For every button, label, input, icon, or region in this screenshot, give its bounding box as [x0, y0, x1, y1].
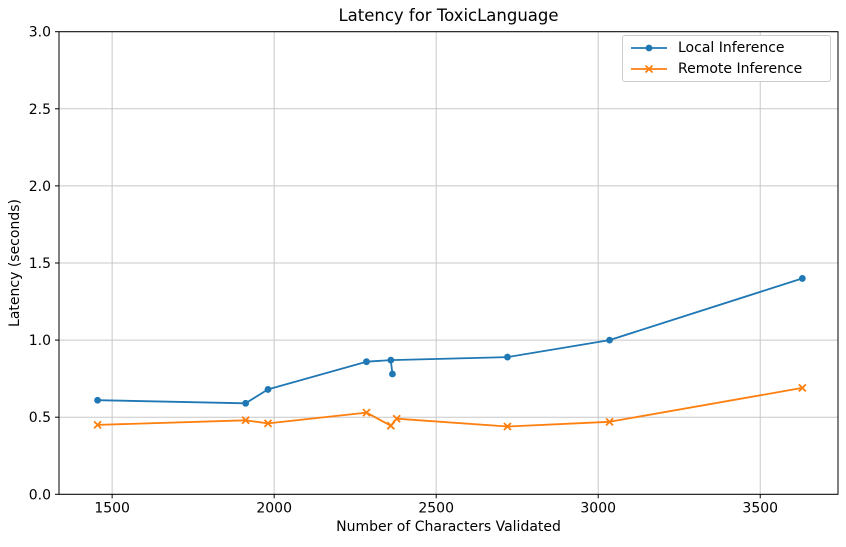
data-point-marker-circle — [798, 275, 806, 282]
remote-inference-line-marker-icon — [631, 64, 667, 73]
legend-label-local-inference: Local Inference — [678, 40, 785, 57]
x-axis-label: Number of Characters Validated — [336, 519, 561, 535]
data-point-marker-circle — [387, 356, 395, 364]
legend-label-remote-inference: Remote Inference — [678, 60, 803, 77]
data-point-marker-x — [798, 383, 807, 393]
data-point-marker-circle — [242, 399, 250, 407]
chart-title: Latency for ToxicLanguage — [338, 6, 559, 25]
y-tick-label: 3.0 — [29, 25, 51, 41]
y-tick-label: 0.5 — [29, 410, 51, 426]
legend: Local Inference Remote Inference — [622, 35, 831, 82]
data-point-marker-x — [362, 408, 371, 417]
local-inference-line-marker-icon — [631, 44, 667, 52]
data-point-marker-x — [241, 416, 250, 425]
data-point-marker-x — [386, 421, 395, 430]
data-point-marker-x — [605, 417, 614, 426]
data-point-marker-circle — [389, 370, 396, 378]
y-axis-label: Latency (seconds) — [7, 199, 23, 327]
y-tick-label: 1.0 — [29, 333, 51, 349]
x-tick-label: 3000 — [580, 500, 616, 516]
data-point-marker-x — [263, 419, 273, 428]
data-point-marker-circle — [363, 358, 370, 366]
local-inference-line — [96, 277, 804, 405]
data-point-marker-circle — [606, 336, 613, 344]
y-tick-label: 2.0 — [29, 179, 51, 195]
y-tick-label: 0.0 — [29, 487, 51, 503]
remote-inference-line — [96, 386, 804, 428]
x-tick-label: 3500 — [742, 500, 778, 516]
x-tick-label: 1500 — [94, 500, 130, 516]
data-point-marker-circle — [504, 353, 511, 361]
data-point-marker-x — [503, 422, 512, 431]
data-point-marker-circle — [264, 386, 272, 393]
legend-item-remote-inference: Remote Inference — [629, 59, 824, 80]
x-tick-label: 2500 — [418, 500, 454, 516]
y-tick-label: 2.5 — [29, 102, 51, 118]
data-point-marker-x — [93, 420, 102, 430]
y-tick-label: 1.5 — [29, 256, 51, 272]
legend-item-local-inference: Local Inference — [629, 38, 824, 59]
data-point-marker-x — [392, 414, 401, 423]
x-tick-label: 2000 — [256, 500, 292, 516]
data-point-marker-circle — [94, 396, 101, 404]
